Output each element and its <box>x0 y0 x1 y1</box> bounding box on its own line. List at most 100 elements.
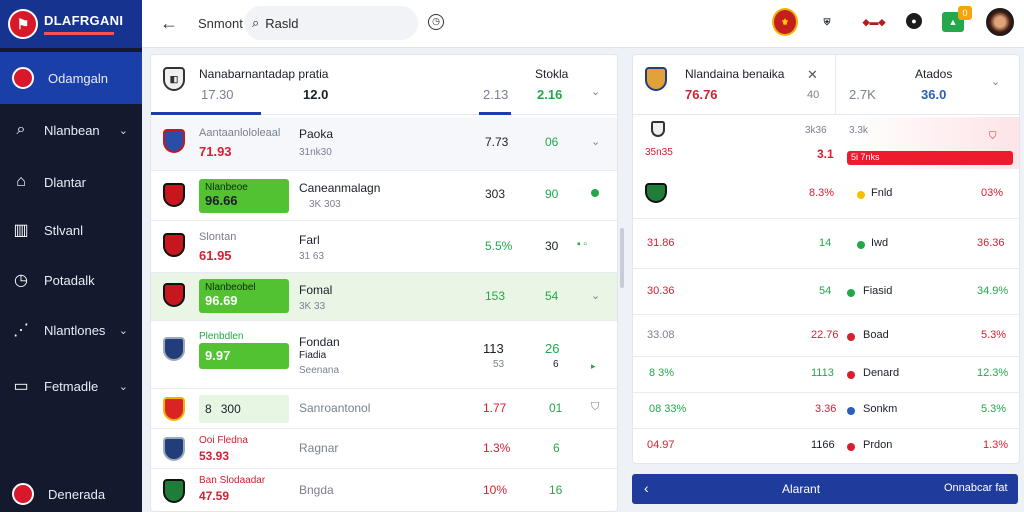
standings-row[interactable]: 04.97 1166 Prdon 1.3% <box>633 429 1019 465</box>
sidebar-item-6[interactable]: ▭ Fetmadle ⌄ <box>0 366 142 406</box>
team-crest-icon <box>163 437 185 461</box>
standings-row[interactable]: 08 33% 3.36 Sonkm 5.3% <box>633 393 1019 429</box>
header-title: Nlandaina benaika <box>685 67 785 81</box>
club-logo-icon[interactable]: ◆▬◆ <box>862 16 886 27</box>
team-value: 53.93 <box>199 449 230 463</box>
search-input[interactable] <box>265 15 386 31</box>
topbar: ← Snmont ⌕ ◷ ⚜ ⛨ ◆▬◆ ● ▲ 0 <box>142 0 1024 48</box>
page-title: Snmont <box>198 16 243 31</box>
brand-title: DLAFRGANI <box>44 13 124 28</box>
sidebar-item-1[interactable]: ⌕ Nlanbean ⌄ <box>0 110 142 150</box>
stat-v2: 03% <box>981 187 1004 199</box>
sidebar-item-2[interactable]: ⌂ Dlantar <box>0 162 142 202</box>
chevron-down-icon[interactable]: ⌄ <box>591 86 601 98</box>
match-label: Farl <box>299 233 320 247</box>
play-icon[interactable]: ▸ <box>591 361 596 371</box>
brand[interactable]: ⚑ DLAFRGANI <box>0 0 142 48</box>
sidebar-item-label: Fetmadle <box>44 378 99 394</box>
status-dot-icon <box>847 333 855 341</box>
status-dot-icon <box>847 407 855 415</box>
team-name: Iwd <box>871 237 889 249</box>
match-row[interactable]: 9.97 Plenbdlen Fondan Fiadia Seenana 113… <box>151 321 617 389</box>
standings-panel: Nlandaina benaika ✕ 76.76 40 Atados 2.7K… <box>632 54 1020 464</box>
dots-icon: ▪ ▫ <box>577 239 587 250</box>
team-crest-icon: ◧ <box>163 67 185 91</box>
sidebar-item-label: Nlanbean <box>44 122 100 138</box>
standings-row[interactable]: 30.36 54 Fiasid 34.9% <box>633 269 1019 315</box>
notification-badge: 0 <box>958 6 972 20</box>
sidebar-item-5[interactable]: ⋰ Nlantlones ⌄ <box>0 310 142 350</box>
brand-underline <box>44 32 114 35</box>
header-col-a: 2.7K <box>849 87 876 102</box>
match-row[interactable]: Aantaanlololeaal 71.93 Paoka 31nk30 7.73… <box>151 117 617 171</box>
ball-icon[interactable]: ● <box>906 13 922 29</box>
team-crest-icon <box>163 337 185 361</box>
chevron-down-icon[interactable]: ⌄ <box>991 76 1001 88</box>
sidebar-item-3[interactable]: ▥ Stlvanl <box>0 210 142 250</box>
stat-v2: 12.3% <box>977 367 1009 379</box>
team-crest-icon <box>163 479 185 503</box>
sidebar: ⚑ DLAFRGANI Odamgaln ⌕ Nlanbean ⌄ ⌂ Dlan… <box>0 0 142 512</box>
chevron-down-icon[interactable]: ⌄ <box>591 290 601 302</box>
match-row-selected[interactable]: Nlanbeobel 96.69 Fomal 3K 33 153 54 ⌄ <box>151 273 617 321</box>
pill-value: 96.69 <box>205 293 238 308</box>
sidebar-item-0[interactable]: Odamgaln <box>0 52 142 104</box>
top-row-left: 35n35 <box>645 147 673 158</box>
header-col-b: 2.16 <box>537 87 563 102</box>
sidebar-item-4[interactable]: ◷ Potadalk <box>0 260 142 300</box>
pill-label: Nlanbeobel <box>205 282 256 293</box>
stat-v1: 3.36 <box>815 403 837 415</box>
odds-sub: 53 <box>493 359 505 370</box>
window-icon: ▭ <box>13 378 29 395</box>
team-crest-icon <box>645 183 667 203</box>
standings-row[interactable]: 8 3% 1113 Denard 12.3% <box>633 357 1019 393</box>
pill-value: 96.66 <box>205 193 238 208</box>
odds-value: 54 <box>545 289 559 303</box>
match-row[interactable]: Nlanbeoe 96.66 Caneanmalagn 3K 303 303 9… <box>151 171 617 221</box>
status-dot-icon <box>847 289 855 297</box>
match-row[interactable]: Slontan 61.95 Farl 31 63 5.5% 30 ▪ ▫ <box>151 221 617 273</box>
pill-prefix: 8 <box>205 402 212 416</box>
search-icon: ⌕ <box>16 121 26 138</box>
match-label: Sanroantonol <box>299 401 371 415</box>
team-name: Sonkm <box>863 403 898 415</box>
odds-value: 6 <box>553 441 560 455</box>
match-label: Caneanmalagn <box>299 181 381 195</box>
odds-pill[interactable]: Nlanbeoe 96.66 <box>199 179 289 213</box>
standings-row[interactable]: 31.86 14 Iwd 36.36 <box>633 219 1019 269</box>
shield-icon[interactable]: ⛨ <box>823 16 831 27</box>
match-label: Ragnar <box>299 441 339 455</box>
standings-row[interactable]: 8.3% Fnld 03% <box>633 171 1019 219</box>
close-icon[interactable]: ✕ <box>807 67 818 82</box>
chevron-down-icon[interactable]: ⌄ <box>591 136 601 148</box>
clock-icon: ◷ <box>14 272 28 289</box>
back-arrow-icon[interactable]: ← <box>160 13 178 33</box>
odds-value: 30 <box>545 239 559 253</box>
scrollbar[interactable] <box>620 228 624 288</box>
footer-label[interactable]: Alarant <box>782 482 821 496</box>
pill-value: 9.97 <box>205 348 231 363</box>
standings-row[interactable]: 33.08 22.76 Boad 5.3% <box>633 315 1019 357</box>
footer-nav-bar[interactable]: ‹ Alarant Onnabcar fat <box>632 474 1018 504</box>
search-box[interactable]: ⌕ <box>244 6 418 40</box>
clock-icon[interactable]: ◷ <box>428 14 444 30</box>
team-value: 61.95 <box>199 248 232 263</box>
sidebar-item-label: Nlantlones <box>44 322 106 338</box>
avatar[interactable] <box>986 8 1014 36</box>
sidebar-item-7[interactable]: Denerada <box>0 474 142 512</box>
club-badge-icon[interactable]: ⚜ <box>772 8 798 36</box>
odds-value: 303 <box>485 187 506 201</box>
tab-underline <box>151 112 261 115</box>
match-row[interactable]: 8 300 Sanroantonol 1.77 01 ⛉ <box>151 389 617 429</box>
odds-pill[interactable]: Nlanbeobel 96.69 <box>199 279 289 313</box>
match-row[interactable]: Ban Slodaadar 47.59 Bngda 10% 16 <box>151 469 617 512</box>
progress-bar <box>847 151 1013 165</box>
footer-right-label[interactable]: Onnabcar fat <box>944 482 1008 494</box>
status-dot-icon <box>847 371 855 379</box>
match-row[interactable]: Ooi Fledna 53.93 Ragnar 1.3% 6 <box>151 429 617 469</box>
chevron-left-icon[interactable]: ‹ <box>644 480 649 496</box>
top-row-v1b: 3.1 <box>817 147 834 161</box>
shield-icon: ⛉ <box>989 131 997 142</box>
odds-pill[interactable]: 8 300 <box>199 395 289 423</box>
odds-pill[interactable]: 9.97 <box>199 343 289 369</box>
